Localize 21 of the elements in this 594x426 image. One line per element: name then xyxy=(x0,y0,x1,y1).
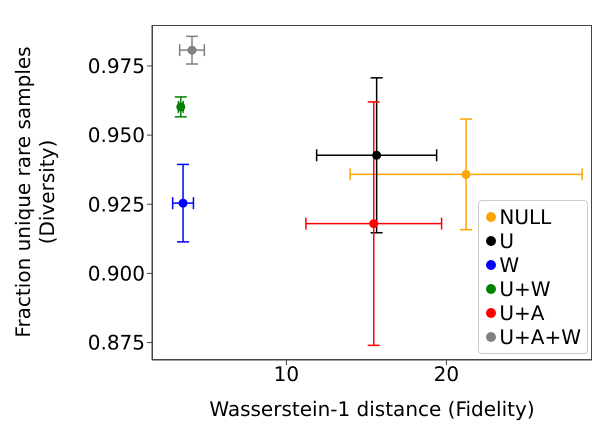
legend-label: U+A+W xyxy=(499,325,581,349)
legend-label: NULL xyxy=(499,205,552,229)
legend-label: W xyxy=(499,253,520,277)
x-tick-label: 20 xyxy=(434,362,460,386)
point xyxy=(187,46,197,55)
y-tick-label: 0.950 xyxy=(88,123,145,148)
y-tick-label: 0.875 xyxy=(88,330,145,355)
y-tick-label: 0.925 xyxy=(88,192,145,216)
y-tick-label: 0.975 xyxy=(88,54,145,78)
x-axis-title: Wasserstein-1 distance (Fidelity) xyxy=(209,397,535,421)
point xyxy=(178,198,188,208)
x-tick-label: 10 xyxy=(274,362,300,386)
point xyxy=(462,170,471,179)
y-tick-label: 0.900 xyxy=(88,262,145,286)
legend-label: U xyxy=(499,229,514,253)
point xyxy=(176,102,186,112)
legend-label: U+A xyxy=(499,301,544,325)
y-axis-title: Fraction unique rare samples (Diversity) xyxy=(11,46,59,338)
point xyxy=(372,150,382,160)
legend-label: U+W xyxy=(499,277,551,301)
point xyxy=(369,219,378,228)
